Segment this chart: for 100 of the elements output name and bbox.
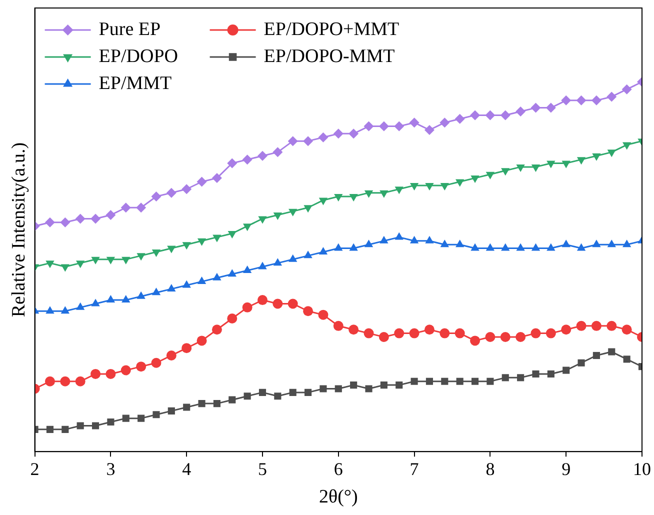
point <box>167 284 176 292</box>
point <box>486 172 495 180</box>
point <box>228 396 236 404</box>
point <box>546 102 556 113</box>
point <box>182 184 192 194</box>
point <box>456 240 464 248</box>
point <box>378 332 389 342</box>
point <box>122 256 130 264</box>
point <box>501 243 510 251</box>
point <box>592 153 601 161</box>
point <box>334 194 343 202</box>
point <box>502 374 509 382</box>
point <box>272 147 283 158</box>
point <box>365 385 372 392</box>
point <box>441 378 448 385</box>
y-axis-title: Relative Intensity(a.u.) <box>8 142 30 318</box>
point <box>607 150 616 158</box>
point <box>60 264 70 272</box>
point <box>576 320 586 331</box>
legend-label: EP/DOPO+MMT <box>264 18 400 40</box>
point <box>182 343 192 354</box>
point <box>242 265 252 273</box>
point <box>622 84 632 94</box>
point <box>454 328 465 338</box>
point <box>258 216 267 224</box>
point <box>456 179 464 187</box>
point <box>500 110 510 120</box>
point <box>198 400 206 408</box>
point <box>516 106 526 117</box>
point <box>410 182 419 190</box>
point <box>288 298 298 309</box>
point <box>562 240 570 248</box>
point <box>516 332 526 342</box>
point <box>440 118 450 128</box>
point <box>168 407 175 414</box>
point <box>394 121 404 132</box>
point <box>410 236 419 244</box>
point <box>60 306 70 314</box>
point <box>138 414 145 422</box>
point <box>92 422 100 430</box>
point <box>349 194 358 202</box>
point <box>62 426 69 433</box>
point <box>394 328 404 338</box>
point <box>197 238 206 246</box>
point <box>516 164 525 172</box>
point <box>242 224 252 232</box>
point <box>60 376 70 386</box>
point <box>152 288 161 296</box>
point <box>394 232 404 240</box>
point <box>152 411 160 418</box>
point <box>576 95 586 106</box>
point <box>106 295 116 303</box>
point <box>516 243 525 251</box>
point <box>167 246 176 254</box>
point <box>440 240 449 248</box>
point <box>46 426 54 433</box>
point <box>562 366 570 374</box>
point <box>486 243 495 251</box>
point <box>274 392 282 400</box>
point <box>196 176 207 187</box>
point <box>364 121 374 132</box>
point <box>486 378 494 385</box>
point <box>561 95 572 106</box>
point <box>242 302 252 312</box>
point <box>622 324 632 335</box>
point <box>303 136 314 146</box>
point <box>75 376 86 386</box>
point <box>364 328 374 338</box>
point <box>182 280 191 288</box>
point <box>591 320 602 331</box>
point <box>576 243 586 251</box>
point <box>212 324 222 335</box>
point <box>197 276 206 284</box>
point <box>530 102 541 113</box>
point <box>60 217 70 228</box>
point <box>470 336 480 346</box>
point <box>409 118 420 128</box>
point <box>304 388 312 396</box>
point <box>348 324 359 335</box>
point <box>546 243 556 251</box>
point <box>606 320 617 331</box>
point <box>107 418 114 426</box>
point <box>227 158 238 168</box>
point <box>592 352 600 360</box>
x-tick-label: 9 <box>562 459 571 480</box>
point <box>258 262 267 270</box>
point <box>136 362 146 372</box>
point <box>622 240 632 248</box>
point <box>289 388 296 396</box>
point <box>349 243 358 251</box>
legend-label: EP/DOPO <box>98 46 178 67</box>
point <box>288 254 298 262</box>
point <box>44 376 55 386</box>
point <box>182 242 191 250</box>
point <box>106 210 116 220</box>
point <box>272 298 283 309</box>
point <box>136 202 146 213</box>
legend-label: Pure EP <box>98 18 161 40</box>
point <box>576 157 586 165</box>
point <box>531 164 540 172</box>
